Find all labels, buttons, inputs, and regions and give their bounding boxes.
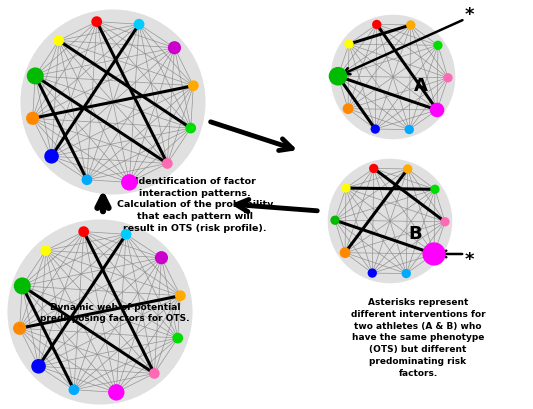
Circle shape bbox=[332, 16, 455, 139]
Point bbox=[163, 161, 172, 167]
Point bbox=[345, 42, 353, 48]
Point bbox=[135, 22, 143, 29]
Point bbox=[47, 154, 56, 160]
Point bbox=[342, 185, 350, 192]
Point bbox=[371, 126, 379, 133]
Point bbox=[157, 255, 166, 261]
Point bbox=[150, 370, 158, 377]
Point bbox=[433, 108, 441, 114]
Point bbox=[402, 271, 410, 277]
Circle shape bbox=[21, 11, 205, 194]
Point bbox=[70, 387, 78, 393]
Point bbox=[431, 187, 439, 193]
Point bbox=[368, 270, 376, 276]
Point bbox=[54, 38, 63, 45]
Text: B: B bbox=[408, 225, 422, 243]
Point bbox=[430, 251, 438, 258]
Point bbox=[173, 335, 182, 342]
Point bbox=[125, 180, 134, 186]
Text: *: * bbox=[464, 250, 474, 268]
Point bbox=[122, 231, 131, 238]
Point bbox=[334, 74, 342, 80]
Point bbox=[189, 83, 198, 90]
Point bbox=[369, 166, 378, 172]
Circle shape bbox=[8, 220, 192, 404]
Text: Dynamic web of potential
predisposing factors for OTS.: Dynamic web of potential predisposing fa… bbox=[41, 302, 190, 322]
Point bbox=[34, 363, 43, 370]
Point bbox=[407, 22, 415, 29]
Point bbox=[112, 389, 120, 396]
Point bbox=[403, 166, 412, 173]
Text: A: A bbox=[414, 77, 428, 95]
Point bbox=[341, 250, 349, 256]
Point bbox=[331, 218, 340, 224]
Text: Identification of factor
interaction patterns.
Calculation of the probability
th: Identification of factor interaction pat… bbox=[117, 176, 273, 233]
Point bbox=[31, 74, 39, 80]
Point bbox=[444, 75, 453, 82]
Point bbox=[344, 106, 352, 113]
Point bbox=[42, 248, 50, 254]
Text: *: * bbox=[464, 6, 474, 24]
Point bbox=[83, 177, 91, 184]
Point bbox=[176, 293, 184, 299]
Text: Asterisks represent
different interventions for
two athletes (A & B) who
have th: Asterisks represent different interventi… bbox=[351, 297, 486, 377]
Point bbox=[405, 127, 414, 133]
Circle shape bbox=[328, 160, 451, 283]
Point bbox=[28, 116, 37, 122]
Point bbox=[18, 283, 27, 290]
Point bbox=[434, 43, 442, 49]
Point bbox=[373, 22, 381, 29]
Point bbox=[187, 126, 195, 132]
Point bbox=[79, 229, 88, 235]
Point bbox=[170, 45, 179, 52]
Point bbox=[15, 325, 24, 332]
Point bbox=[441, 219, 449, 225]
Point bbox=[92, 19, 101, 26]
